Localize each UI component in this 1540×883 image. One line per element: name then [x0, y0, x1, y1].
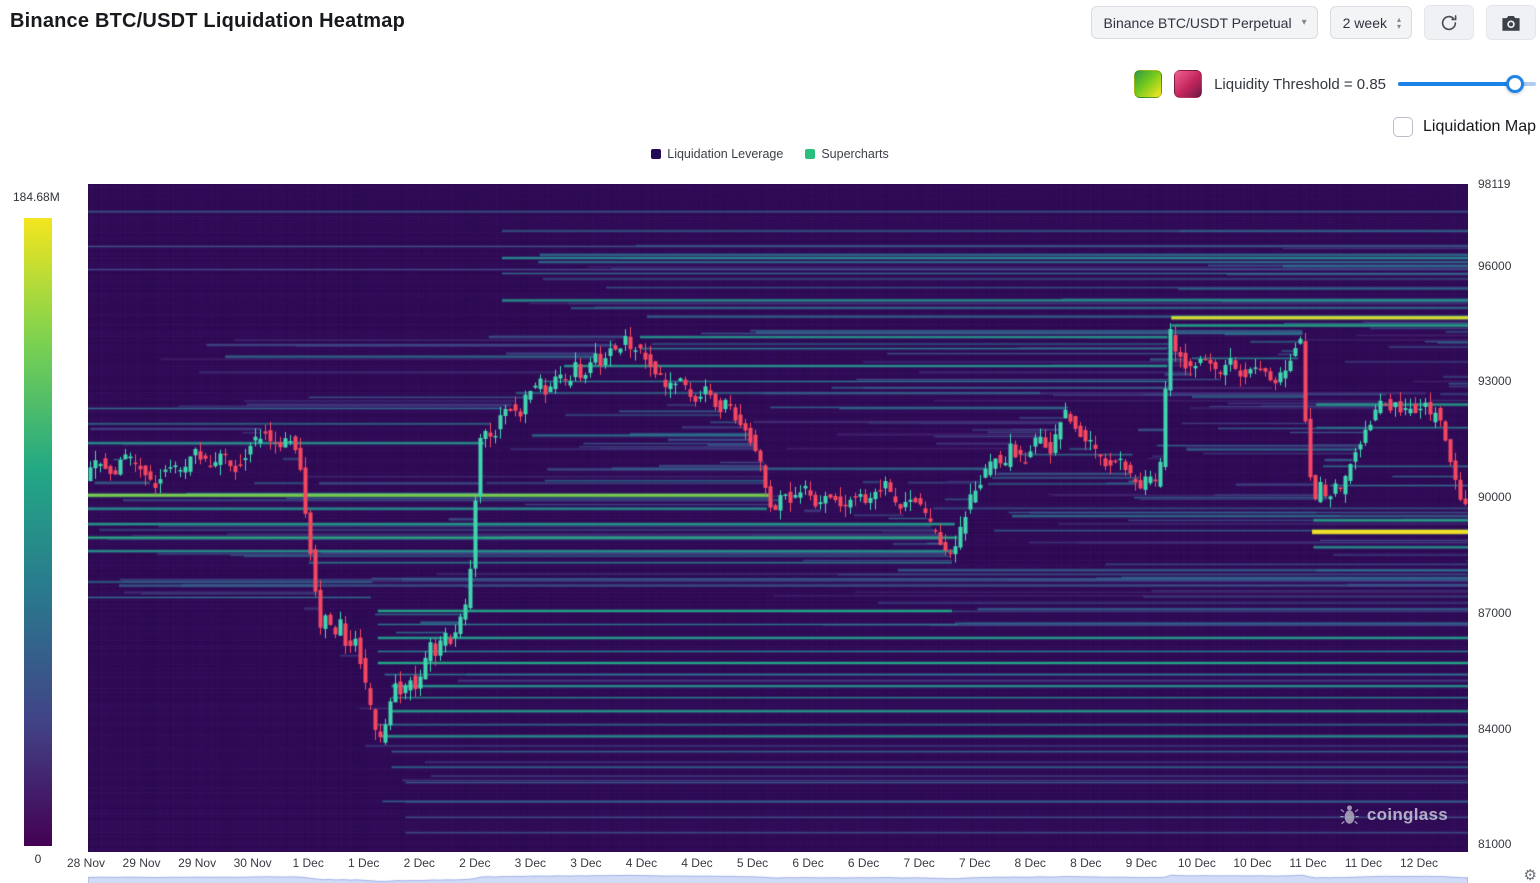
y-axis-tick: 87000 [1478, 605, 1512, 620]
settings-icon[interactable]: ⚙ [1523, 867, 1537, 883]
legend-swatch [805, 149, 816, 159]
heatmap-chart[interactable]: coinglass [88, 184, 1468, 852]
y-axis-tick: 90000 [1478, 490, 1512, 505]
x-axis-tick: 11 Dec [1344, 856, 1383, 870]
x-axis-tick: 5 Dec [736, 856, 769, 870]
x-axis-tick: 6 Dec [847, 856, 880, 870]
x-axis-tick: 4 Dec [681, 856, 713, 870]
legend-item[interactable]: Supercharts [805, 147, 889, 161]
symbol-select-label: Binance BTC/USDT Perpetual [1103, 14, 1292, 31]
threshold-slider[interactable] [1398, 75, 1536, 93]
symbol-select[interactable]: Binance BTC/USDT Perpetual ▾ [1090, 6, 1318, 39]
legend-swatch [651, 149, 662, 159]
colorbar-max-label: 184.68M [13, 190, 60, 204]
x-axis-tick: 29 Nov [122, 856, 161, 870]
x-axis-tick: 8 Dec [1014, 856, 1046, 870]
threshold-controls: Liquidity Threshold = 0.85 [1134, 70, 1536, 98]
toolbar: Binance BTC/USDT Perpetual ▾ 2 week ▴ ▾ [1090, 5, 1536, 40]
chevron-down-icon: ▾ [1301, 16, 1307, 28]
x-axis-tick: 6 Dec [792, 856, 824, 870]
legend-label: Liquidation Leverage [667, 147, 784, 161]
coinglass-watermark-text: coinglass [1366, 805, 1448, 824]
x-axis-tick: 7 Dec [958, 856, 991, 870]
x-axis-tick: 8 Dec [1070, 856, 1102, 870]
threshold-slider-handle[interactable] [1506, 75, 1525, 93]
colorbar [24, 218, 52, 846]
x-axis-tick: 30 Nov [233, 856, 272, 870]
x-axis-tick: 2 Dec [459, 856, 491, 870]
x-axis-tick: 10 Dec [1177, 856, 1216, 870]
x-axis-tick: 4 Dec [625, 856, 658, 870]
x-axis-tick: 11 Dec [1289, 856, 1327, 870]
coinglass-logo-icon [1340, 805, 1359, 825]
x-axis-tick: 29 Nov [178, 856, 217, 870]
y-axis-tick: 93000 [1478, 374, 1512, 389]
y-axis-tick: 84000 [1478, 721, 1512, 736]
legend: Liquidation Leverage Supercharts [0, 147, 1540, 161]
coinglass-watermark: coinglass [1340, 804, 1448, 826]
x-axis-tick: 9 Dec [1125, 856, 1157, 870]
x-axis-tick: 3 Dec [514, 856, 547, 870]
y-axis-tick: 98119 [1478, 177, 1511, 191]
map-toggle-row: Liquidation Map [1393, 117, 1536, 137]
page-title: Binance BTC/USDT Liquidation Heatmap [10, 10, 406, 32]
refresh-icon [1441, 14, 1457, 30]
navigator-canvas[interactable] [88, 872, 1468, 883]
colorscale-magma-chip[interactable] [1174, 70, 1203, 98]
legend-item[interactable]: Liquidation Leverage [651, 147, 783, 161]
period-select-label: 2 week [1342, 14, 1387, 31]
y-axis-tick: 81000 [1478, 837, 1512, 852]
x-axis-tick: 3 Dec [570, 856, 602, 870]
liquidation-map-label: Liquidation Map [1423, 118, 1536, 135]
x-axis-tick: 1 Dec [292, 856, 324, 870]
colorscale-viridis-chip[interactable] [1134, 70, 1163, 98]
screenshot-button[interactable] [1486, 5, 1536, 40]
x-axis-tick: 2 Dec [403, 856, 435, 870]
x-axis-tick: 10 Dec [1233, 856, 1272, 870]
refresh-button[interactable] [1424, 5, 1474, 40]
legend-label: Supercharts [821, 147, 889, 161]
navigator[interactable] [88, 871, 1468, 883]
colorbar-min-label: 0 [34, 852, 42, 866]
heatmap-canvas[interactable] [88, 184, 1468, 852]
stepper-icon: ▴ ▾ [1396, 14, 1401, 31]
threshold-slider-fill [1398, 82, 1516, 86]
y-axis-tick: 96000 [1478, 258, 1512, 273]
threshold-label: Liquidity Threshold = 0.85 [1214, 75, 1386, 93]
period-select[interactable]: 2 week ▴ ▾ [1329, 6, 1412, 39]
y-axis: 98119 96000 93000 90000 87000 84000 81000 [1478, 177, 1536, 852]
liquidation-map-checkbox[interactable] [1393, 117, 1414, 137]
x-axis-tick: 28 Nov [66, 856, 106, 870]
x-axis-tick: 12 Dec [1399, 856, 1439, 870]
x-axis-tick: 1 Dec [348, 856, 380, 870]
x-axis-tick: 7 Dec [903, 856, 935, 870]
x-axis: 28 Nov 29 Nov 29 Nov 30 Nov 1 Dec 1 Dec 2 Dec 2… [67, 856, 1468, 872]
camera-icon [1502, 15, 1520, 31]
